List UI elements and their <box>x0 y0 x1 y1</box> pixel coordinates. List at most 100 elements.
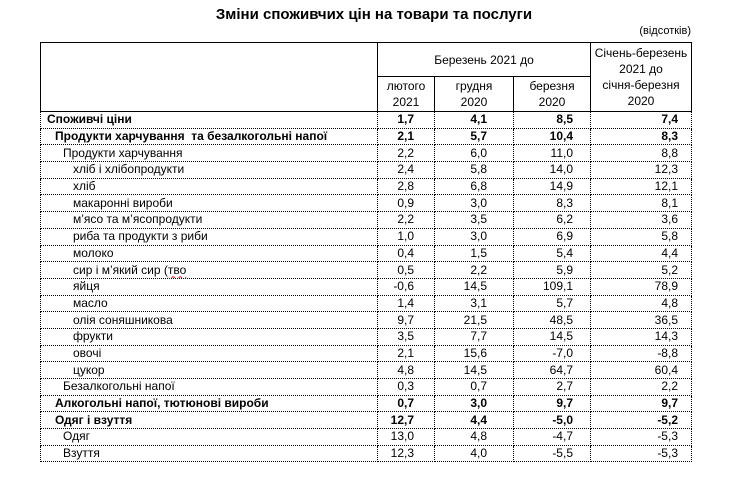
value-cell: -7,0 <box>513 344 591 363</box>
row-label: масло <box>40 294 378 313</box>
row-label: Одяг <box>40 428 378 446</box>
value-cell: 8,3 <box>513 194 591 213</box>
value-cell: 2,1 <box>377 344 435 363</box>
value-cell: 2,1 <box>377 127 435 146</box>
value-cell: 14,0 <box>513 161 591 179</box>
table-row: Споживчі ціни 1,7 4,1 8,5 7,4 <box>40 111 692 129</box>
value-cell: 78,9 <box>590 277 692 296</box>
row-label-text: хліб <box>73 179 96 194</box>
col-header-mar-2020: березня 2020 <box>513 76 591 112</box>
row-label: риба та продукти з риби <box>40 227 378 246</box>
value-cell: 3,1 <box>434 294 514 313</box>
value-cell: 6,0 <box>434 144 514 163</box>
row-label: яйця <box>40 277 378 296</box>
row-label-text: масло <box>73 295 108 310</box>
row-label: Взуття <box>40 444 378 463</box>
row-label: фрукти <box>40 327 378 346</box>
value-cell: 4,1 <box>434 111 514 129</box>
row-label: макаронні вироби <box>40 194 378 213</box>
row-label: Споживчі ціни <box>40 111 378 129</box>
value-cell: -5,2 <box>590 411 692 430</box>
table-row: Взуття 12,3 4,0 -5,5 -5,3 <box>40 444 692 463</box>
value-cell: 4,8 <box>434 428 514 446</box>
row-label: Продукти харчування <box>40 144 378 163</box>
value-cell: 12,3 <box>590 161 692 179</box>
row-label-text: Безалкогольні напої <box>63 379 175 394</box>
value-cell: 14,5 <box>513 327 591 346</box>
value-cell: 2,2 <box>377 211 435 229</box>
value-cell: -5,0 <box>513 411 591 430</box>
row-label: олія соняшникова <box>40 311 378 329</box>
value-cell: 4,8 <box>590 294 692 313</box>
row-label: Алкогольні напої, тютюнові вироби <box>40 394 378 413</box>
table-row: Одяг і взуття 12,7 4,4 -5,0 -5,2 <box>40 411 692 430</box>
value-cell: 14,5 <box>434 361 514 379</box>
row-label-text: макаронні вироби <box>73 195 173 210</box>
row-label-text: хліб і хлібопродукти <box>73 162 185 177</box>
value-cell: 64,7 <box>513 361 591 379</box>
row-label-text: Одяг <box>63 429 90 444</box>
value-cell: 1,7 <box>377 111 435 129</box>
row-label-text: риба та продукти з риби <box>73 229 208 244</box>
table-row: Безалкогольні напої 0,3 0,7 2,7 2,2 <box>40 378 692 396</box>
row-label: хліб <box>40 177 378 196</box>
table-row: Алкогольні напої, тютюнові вироби 0,7 3,0 9… <box>40 394 692 413</box>
value-cell: 21,5 <box>434 311 514 329</box>
row-label: хліб і хлібопродукти <box>40 161 378 179</box>
value-cell: 12,1 <box>590 177 692 196</box>
value-cell: 4,8 <box>377 361 435 379</box>
row-label: цукор <box>40 361 378 379</box>
row-label: Продукти харчування та безалкогольні нап… <box>40 127 378 146</box>
table-row: м’ясо та м’ясопродукти 2,2 3,5 6,2 3,6 <box>40 211 692 229</box>
value-cell: 5,8 <box>590 227 692 246</box>
value-cell: 10,4 <box>513 127 591 146</box>
value-cell: 11,0 <box>513 144 591 163</box>
value-cell: 3,0 <box>434 227 514 246</box>
row-label: молоко <box>40 244 378 263</box>
value-cell: 8,8 <box>590 144 692 163</box>
value-cell: 4,4 <box>590 244 692 263</box>
value-cell: 36,5 <box>590 311 692 329</box>
row-label-text: фрукти <box>73 329 113 344</box>
value-cell: 5,9 <box>513 261 591 279</box>
value-cell: 0,4 <box>377 244 435 263</box>
value-cell: 6,9 <box>513 227 591 246</box>
row-label-header <box>40 42 378 112</box>
row-label-text: овочі <box>73 345 102 360</box>
row-label-misspelled-text: тво <box>167 262 187 277</box>
value-cell: 0,7 <box>434 378 514 396</box>
value-cell: 6,2 <box>513 211 591 229</box>
value-cell: 14,3 <box>590 327 692 346</box>
value-cell: 13,0 <box>377 428 435 446</box>
value-cell: 3,5 <box>377 327 435 346</box>
value-cell: -8,8 <box>590 344 692 363</box>
table-row: сир і м’який сир (тво 0,5 2,2 5,9 5,2 <box>40 261 692 279</box>
page-title: Зміни споживчих цін на товари та послуги <box>215 6 533 23</box>
value-cell: 0,9 <box>377 194 435 213</box>
value-cell: 3,6 <box>590 211 692 229</box>
table-row: хліб і хлібопродукти 2,4 5,8 14,0 12,3 <box>40 161 692 179</box>
value-cell: 7,4 <box>590 111 692 129</box>
table-row: макаронні вироби 0,9 3,0 8,3 8,1 <box>40 194 692 213</box>
value-cell: 9,7 <box>590 394 692 413</box>
row-label-text: цукор <box>73 362 105 377</box>
value-cell: 12,7 <box>377 411 435 430</box>
value-cell: 2,2 <box>590 378 692 396</box>
value-cell: 12,3 <box>377 444 435 463</box>
row-label-text: олія соняшникова <box>73 312 173 327</box>
value-cell: 3,0 <box>434 394 514 413</box>
value-cell: 2,4 <box>377 161 435 179</box>
table-row: Продукти харчування та безалкогольні нап… <box>40 127 692 146</box>
value-cell: 1,0 <box>377 227 435 246</box>
value-cell: 6,8 <box>434 177 514 196</box>
value-cell: 0,3 <box>377 378 435 396</box>
value-cell: 8,1 <box>590 194 692 213</box>
value-cell: 8,3 <box>590 127 692 146</box>
table-row: риба та продукти з риби 1,0 3,0 6,9 5,8 <box>40 227 692 246</box>
value-cell: 5,4 <box>513 244 591 263</box>
table-row: фрукти 3,5 7,7 14,5 14,3 <box>40 327 692 346</box>
col-header-dec-2020: грудня 2020 <box>434 76 514 112</box>
col-header-period-ytd: Січень-березень 2021 до січня-березня 20… <box>590 42 692 112</box>
value-cell: 3,0 <box>434 194 514 213</box>
row-label-text: Продукти харчування <box>63 145 183 160</box>
